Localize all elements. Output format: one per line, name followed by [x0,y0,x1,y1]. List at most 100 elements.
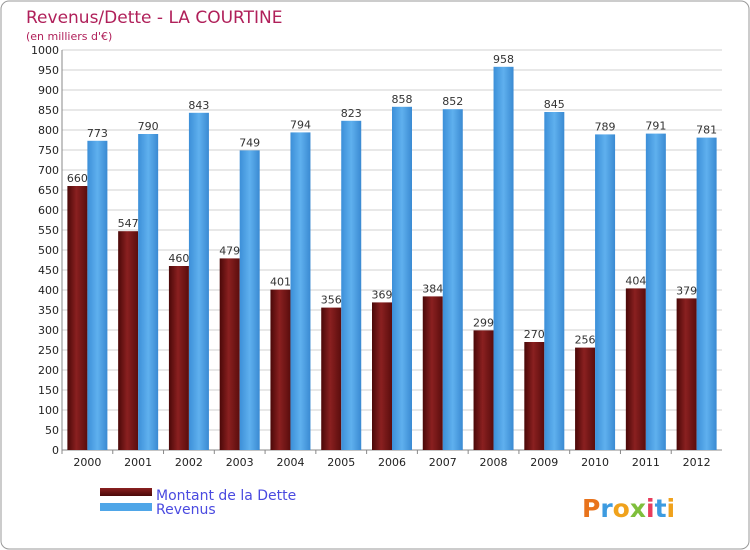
x-tick-label: 2004 [276,456,304,469]
bar-revenus [87,140,108,451]
bar-revenus [188,112,209,451]
bar-debt [219,258,240,450]
y-tick-label: 50 [45,424,59,437]
bar-debt [473,330,494,450]
data-label-revenus: 843 [188,99,209,112]
y-tick-label: 850 [38,104,59,117]
data-label-debt: 404 [625,274,646,287]
data-label-debt: 660 [67,172,88,185]
y-tick-label: 450 [38,264,59,277]
bar-debt [168,266,189,450]
bar-debt [625,288,646,450]
data-label-debt: 479 [219,244,240,257]
bar-revenus [544,112,565,450]
bar-debt [270,289,291,450]
bar-revenus [595,134,616,450]
bar-debt [67,186,88,450]
y-tick-label: 650 [38,184,59,197]
chart-title: Revenus/Dette - LA COURTINE [26,8,282,28]
x-tick-label: 2007 [429,456,457,469]
bar-revenus [290,132,311,450]
chart-subtitle: (en milliers d'€) [26,30,112,43]
x-tick-label: 2010 [581,456,609,469]
data-label-revenus: 749 [239,136,260,149]
bar-revenus [442,109,463,450]
data-label-debt: 356 [321,294,342,307]
y-tick-label: 1000 [31,44,59,57]
bar-revenus [645,133,666,450]
bar-revenus [138,134,159,450]
x-tick-label: 2005 [327,456,355,469]
y-tick-label: 350 [38,304,59,317]
data-label-revenus: 790 [138,120,159,133]
x-tick-label: 2003 [226,456,254,469]
data-labels: 660 773 547 790 460 843 479 749 401 794 356 823 369 8… [67,53,717,347]
x-axis: 2000 2001 2002 2003 2004 2005 2006 2007 2008 2009… [61,450,711,469]
y-tick-label: 600 [38,204,59,217]
data-label-revenus: 794 [290,118,311,131]
logo-text: Proxiti [582,494,675,523]
legend-swatch-debt [100,488,152,496]
bar-debt [118,231,139,450]
y-tick-label: 250 [38,344,59,357]
y-tick-label: 950 [38,64,59,77]
bar-revenus [341,120,362,451]
bar-debt [321,307,342,450]
y-tick-label: 300 [38,324,59,337]
data-label-revenus: 852 [442,95,463,108]
y-tick-label: 100 [38,404,59,417]
legend-label-revenus: Revenus [156,502,216,518]
data-label-debt: 384 [422,282,443,295]
bars-layer [67,66,717,451]
x-tick-label: 2001 [124,456,152,469]
legend: Montant de la Dette Revenus [100,488,296,518]
x-tick-label: 2012 [683,456,711,469]
data-label-revenus: 773 [87,127,108,140]
data-label-debt: 460 [168,252,189,265]
data-label-debt: 369 [372,288,393,301]
x-tick-label: 2011 [632,456,660,469]
bar-revenus [493,66,514,451]
data-label-debt: 299 [473,316,494,329]
data-label-revenus: 858 [392,93,413,106]
bar-debt [575,347,596,450]
x-tick-label: 2009 [530,456,558,469]
data-label-debt: 256 [575,334,596,347]
data-label-revenus: 791 [645,120,666,133]
x-tick-label: 2006 [378,456,406,469]
bar-revenus [239,150,260,450]
bar-revenus [696,137,717,450]
data-label-revenus: 823 [341,107,362,120]
data-label-revenus: 781 [696,124,717,137]
y-tick-label: 750 [38,144,59,157]
data-label-revenus: 958 [493,53,514,66]
x-tick-label: 2008 [480,456,508,469]
y-tick-label: 0 [52,444,59,457]
x-tick-label: 2002 [175,456,203,469]
y-tick-label: 700 [38,164,59,177]
bar-debt [422,296,443,450]
bar-debt [372,302,392,450]
data-label-debt: 401 [270,276,291,289]
bar-debt [676,298,697,450]
data-label-debt: 379 [676,284,697,297]
x-tick-label: 2000 [73,456,101,469]
legend-label-debt: Montant de la Dette [156,488,296,504]
y-axis: 0 50 100 150 200 250 300 350 400 450 500 550 600 650 7… [31,44,722,457]
y-tick-label: 400 [38,284,59,297]
legend-swatch-revenus [100,503,152,511]
y-tick-label: 550 [38,224,59,237]
proxiti-logo: Proxiti [582,494,675,523]
y-tick-label: 150 [38,384,59,397]
data-label-revenus: 789 [595,120,616,133]
data-label-debt: 270 [524,328,545,341]
data-label-debt: 547 [118,217,139,230]
y-tick-label: 200 [38,364,59,377]
y-tick-label: 800 [38,124,59,137]
y-tick-label: 900 [38,84,59,97]
bar-revenus [392,106,412,451]
y-tick-label: 500 [38,244,59,257]
data-label-revenus: 845 [544,98,565,111]
